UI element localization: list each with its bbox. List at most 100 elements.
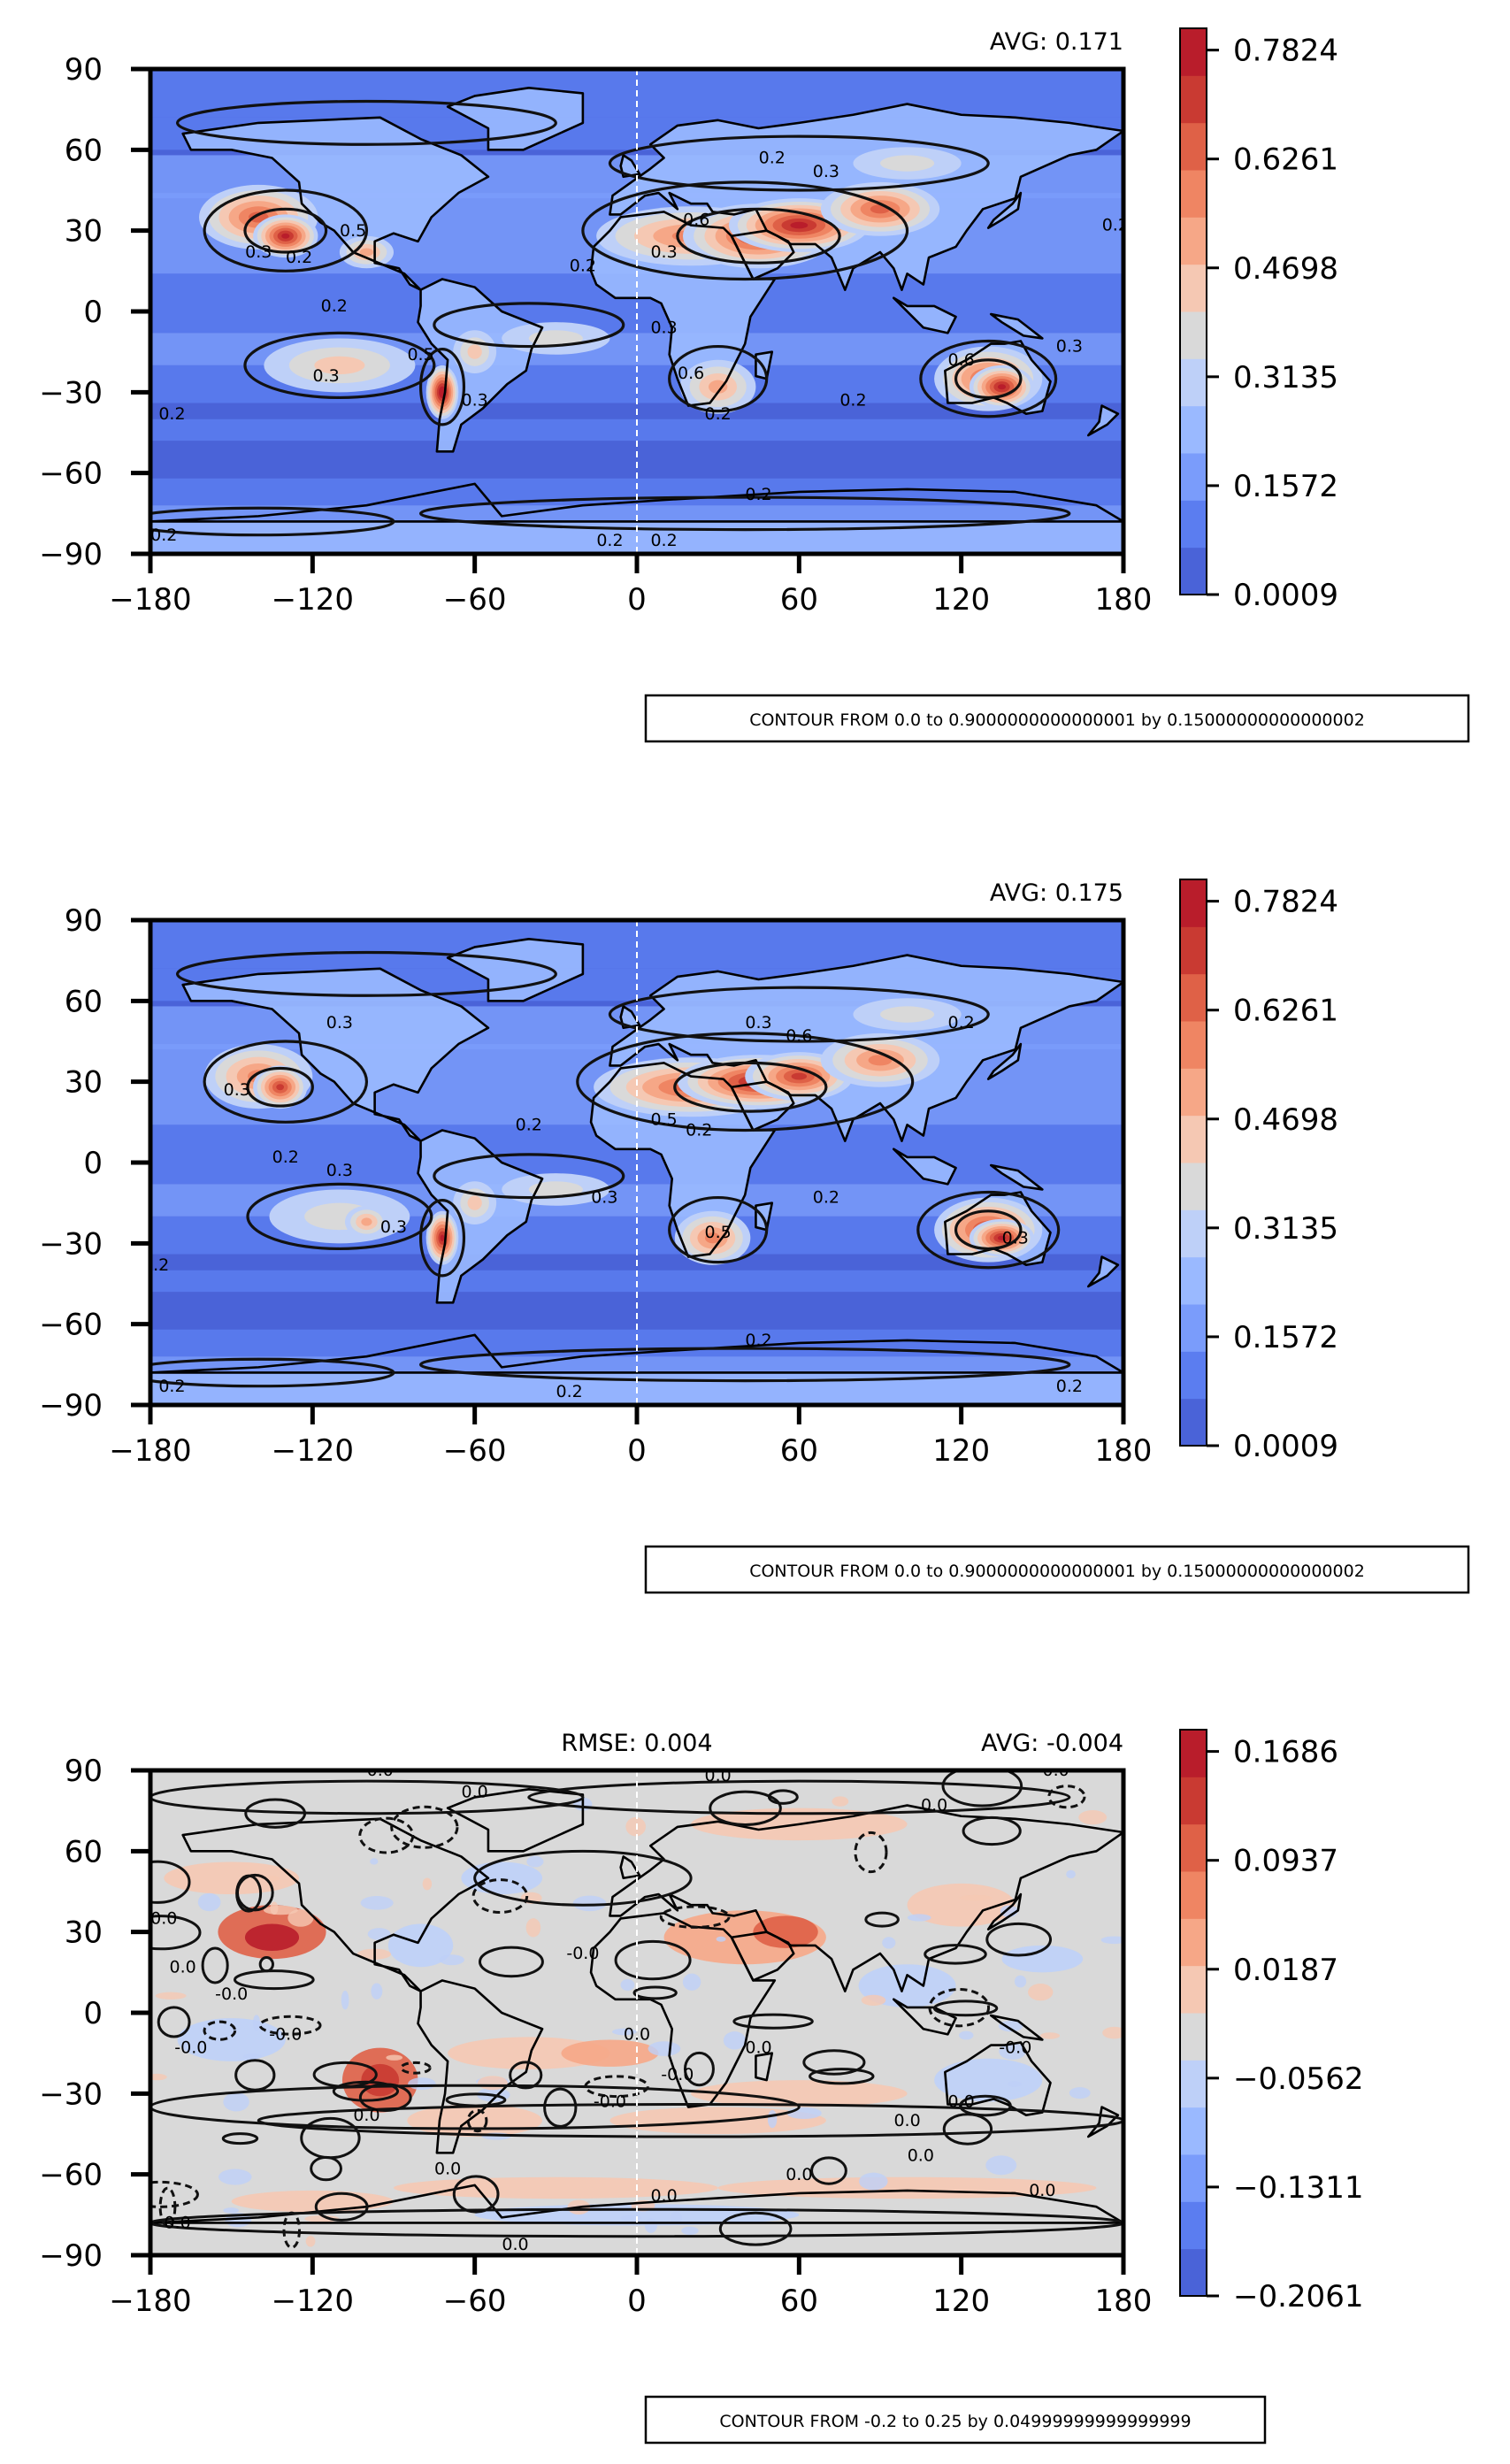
contour-line [683, 2051, 715, 2087]
contour-label: 0.3 [380, 1217, 407, 1237]
colorbar-segment [1180, 2107, 1207, 2155]
contour-line [632, 1985, 678, 2000]
contour-line [150, 2180, 199, 2208]
field-speck [1100, 1936, 1123, 1945]
x-tick-label: 60 [780, 2284, 818, 2319]
x-tick-label: −180 [109, 1433, 191, 1469]
field-speck [682, 1973, 701, 1991]
field-speck [572, 1895, 607, 1912]
contour-line [150, 1357, 395, 1388]
field-layer: 0.2 0.3 0.5 0.2 0.3 0.2 0.3 0.6 0.2 0.3 0.5 0.3 0.2 0… [150, 69, 1129, 554]
contour-label: 0.2 [1102, 216, 1129, 235]
colorbar-segment [1180, 453, 1207, 501]
field-blob [997, 1235, 1007, 1240]
contour-label: 0.6 [786, 1026, 812, 1046]
contour-line [854, 1831, 888, 1874]
coastline-indonesia [892, 1998, 957, 2036]
coastline-northAmerica [181, 967, 490, 1142]
contour-label: 0.2 [745, 1331, 771, 1350]
colorbar-tick-label: 0.4698 [1233, 251, 1338, 287]
contour-label: 0.0 [170, 1957, 196, 1977]
colorbar-frame [1179, 27, 1207, 595]
x-tick-label: 0 [627, 582, 647, 618]
field-speck [408, 2077, 436, 2091]
contour-label: 0.2 [948, 1013, 975, 1032]
field-blob [244, 1923, 300, 1951]
contour-line [941, 1770, 1023, 1808]
x-tick-label: −60 [443, 582, 507, 618]
land-fill-greenland [448, 939, 583, 1002]
colorbar-tick-label: −0.2061 [1233, 2279, 1363, 2314]
colorbar-segment [1180, 1209, 1207, 1258]
colorbar-segment [1180, 1351, 1207, 1400]
field-blob [448, 2037, 610, 2069]
contour-label: 0.3 [224, 1080, 250, 1100]
colorbar-tick-label: 0.4698 [1233, 1102, 1338, 1138]
colorbar-segment [1180, 2060, 1207, 2108]
field-speck [370, 1858, 379, 1865]
contour-line [767, 1789, 799, 1805]
contour-line [221, 2132, 259, 2145]
contour-line [332, 2080, 400, 2102]
colorbar-segment [1180, 547, 1207, 595]
contour-label: 0.6 [678, 364, 704, 383]
coastline-antarctica [150, 482, 1123, 523]
contour-label: 0.0 [745, 2038, 771, 2058]
colorbar-tick-label: 0.1572 [1233, 469, 1338, 504]
field-speck [786, 2107, 822, 2119]
contour-line [390, 1805, 459, 1849]
contour-line [358, 1816, 415, 1854]
field-speck [1039, 2032, 1061, 2039]
colorbar-tick-label: 0.6261 [1233, 994, 1338, 1029]
field-blob [1001, 1945, 1084, 1973]
contour-label: 0.3 [245, 242, 272, 262]
field-speck [1102, 2026, 1123, 2039]
colorbar-tick-label: 0.1686 [1233, 1735, 1338, 1770]
colorbar-tick-label: 0.7824 [1233, 885, 1338, 920]
contour-line [258, 2015, 322, 2036]
field-speck [859, 2172, 888, 2191]
y-tick-label: 0 [83, 295, 103, 330]
field-speck [681, 2226, 699, 2236]
field-blob [791, 1072, 808, 1080]
contour-line [246, 1182, 433, 1251]
contour-label: 0.3 [1056, 337, 1083, 357]
field-speck [526, 1855, 544, 1868]
contour-line [962, 1815, 1022, 1846]
colorbar-tick-label: 0.3135 [1233, 1211, 1338, 1247]
rmse-label: RMSE: 0.004 [561, 1730, 712, 1757]
field-speck [1069, 2087, 1091, 2099]
contour-label: 0.0 [353, 2106, 379, 2125]
contour-line [157, 2006, 191, 2038]
field-blob [753, 1915, 818, 1948]
coastline-africa [589, 211, 777, 407]
contour-label: 0.0 [462, 1782, 488, 1801]
contour-label: -0.0 [215, 1984, 248, 2004]
contour-line [942, 2113, 993, 2145]
contour-line [928, 1987, 991, 2028]
contour-line [527, 1779, 1071, 1815]
field-blob [361, 2063, 400, 2097]
field-speck [1066, 1869, 1076, 1879]
contour-label: 0.5 [407, 345, 433, 365]
contour-line [954, 1209, 1023, 1251]
contour-line [150, 506, 395, 537]
colorbar-segment [1180, 1304, 1207, 1352]
contour-line [924, 1944, 987, 1965]
field-blob [528, 1181, 583, 1198]
map-panel-2: 0.3 0.2 0.3 0.3 0.3 0.2 0.3 0.5 0.2 0.3 0.6 0.2 0.2 0… [39, 879, 1470, 1594]
contour-line [418, 1199, 466, 1278]
contour-line [809, 2068, 875, 2085]
x-tick-label: 60 [780, 582, 818, 618]
contour-label: 0.0 [1043, 1761, 1069, 1780]
y-tick-label: 30 [65, 214, 103, 249]
contour-label: 0.0 [893, 2111, 920, 2130]
land-fill-greenland [448, 88, 583, 150]
y-tick-label: 90 [65, 52, 103, 88]
contour-line [1047, 1785, 1086, 1809]
field-speck [998, 2020, 1023, 2032]
coastline-nz [1086, 404, 1120, 437]
field-speck [150, 2073, 167, 2081]
contour-line [314, 2192, 369, 2222]
colorbar-segment [1180, 1256, 1207, 1305]
